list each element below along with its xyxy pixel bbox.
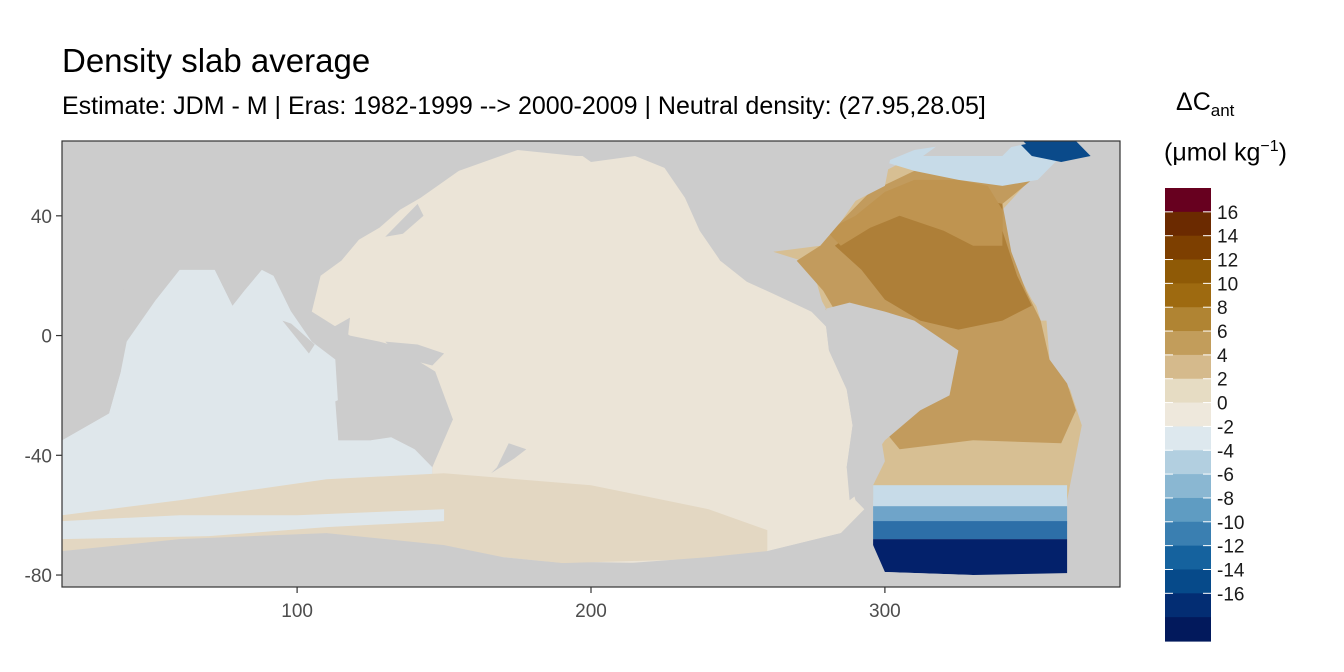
colorbar-label: -6 xyxy=(1217,465,1234,486)
y-tick-label: 40 xyxy=(31,207,52,228)
colorbar-label: -4 xyxy=(1217,441,1234,462)
colorbar-swatch xyxy=(1165,378,1211,404)
iceland xyxy=(987,141,1026,150)
colorbar-label: 4 xyxy=(1217,346,1228,367)
colorbar-swatch xyxy=(1165,617,1211,642)
antarctica xyxy=(62,533,1120,587)
legend-unit-exponent: −1 xyxy=(1260,138,1279,155)
colorbar-label: -8 xyxy=(1217,489,1234,510)
so-band-mid xyxy=(873,506,1068,525)
y-tick-label: 0 xyxy=(41,327,52,348)
atlantic-north xyxy=(826,179,1003,246)
colorbar-swatch xyxy=(1165,497,1211,523)
so-band-light xyxy=(873,485,1068,510)
colorbar-label: 6 xyxy=(1217,322,1228,343)
colorbar-swatch xyxy=(1165,545,1211,571)
colorbar-swatch xyxy=(1165,211,1211,237)
south-america xyxy=(826,302,959,501)
colorbar-label: 10 xyxy=(1217,274,1238,295)
colorbar-label: 8 xyxy=(1217,298,1228,319)
new-guinea xyxy=(385,341,445,366)
colorbar-label: 12 xyxy=(1217,251,1238,272)
eurasia xyxy=(62,141,415,312)
pacific-ocean xyxy=(311,150,865,564)
africa-west xyxy=(1031,227,1120,441)
colorbar-label: 14 xyxy=(1217,227,1239,248)
colorbar-label: 16 xyxy=(1217,203,1238,224)
colorbar-swatch xyxy=(1165,188,1211,213)
europe-west xyxy=(1049,170,1120,246)
colorbar-swatch xyxy=(1165,259,1211,284)
colorbar-swatch xyxy=(1165,569,1211,594)
legend-unit-close: ) xyxy=(1278,138,1287,167)
new-zealand xyxy=(491,443,527,474)
page-title: Density slab average xyxy=(62,42,371,79)
colorbar-swatch xyxy=(1165,426,1211,451)
colorbar-label: 0 xyxy=(1217,394,1228,415)
greenland xyxy=(923,141,1018,156)
legend-title-symbol: ΔC xyxy=(1176,88,1211,116)
colorbar-swatch xyxy=(1165,283,1211,308)
legend-unit: (μmol kg−1) xyxy=(1164,138,1287,167)
southern-blue-band xyxy=(62,509,445,540)
colorbar-swatch xyxy=(1165,521,1211,547)
legend-title: ΔCant xyxy=(1176,88,1234,121)
africa xyxy=(62,239,154,441)
x-tick-label: 200 xyxy=(575,601,607,622)
y-tick-label: -80 xyxy=(25,566,52,587)
so-band-blue xyxy=(873,521,1068,540)
colorbar-swatch xyxy=(1165,354,1211,380)
colorbar-swatch xyxy=(1165,593,1211,618)
y-tick-label: -40 xyxy=(25,446,52,467)
legend-title-subscript: ant xyxy=(1210,101,1235,120)
colorbar-swatch xyxy=(1165,331,1211,356)
colorbar-label: 2 xyxy=(1217,370,1228,391)
legend-unit-open: (μmol kg xyxy=(1164,138,1261,167)
borneo xyxy=(323,317,350,345)
colorbar-label: -16 xyxy=(1217,584,1244,605)
colorbar-label: -10 xyxy=(1217,513,1244,534)
british-isles xyxy=(1031,162,1062,186)
colorbar-swatch xyxy=(1165,450,1211,475)
map-layer xyxy=(62,141,1120,587)
colorbar-swatch xyxy=(1165,307,1211,332)
y-axis: 40 0 -40 -80 xyxy=(25,207,62,587)
indian-ocean xyxy=(62,269,433,546)
colorbar-label: -2 xyxy=(1217,417,1234,438)
australia xyxy=(335,368,453,453)
north-america xyxy=(561,141,915,312)
so-band-navy xyxy=(873,539,1068,575)
x-tick-label: 300 xyxy=(869,601,901,622)
x-tick-label: 100 xyxy=(281,601,313,622)
colorbar-label: -12 xyxy=(1217,537,1244,558)
colorbar xyxy=(1165,188,1211,642)
colorbar-swatch xyxy=(1165,235,1211,261)
colorbar-label: -14 xyxy=(1217,560,1245,581)
colorbar-swatch xyxy=(1165,474,1211,499)
page-subtitle: Estimate: JDM - M | Eras: 1982-1999 --> … xyxy=(62,92,986,120)
sumatra xyxy=(282,320,315,354)
colorbar-swatch xyxy=(1165,402,1211,428)
arctic-patch xyxy=(1017,141,1091,162)
x-axis: 100 200 300 xyxy=(281,587,901,622)
japan xyxy=(385,203,424,237)
